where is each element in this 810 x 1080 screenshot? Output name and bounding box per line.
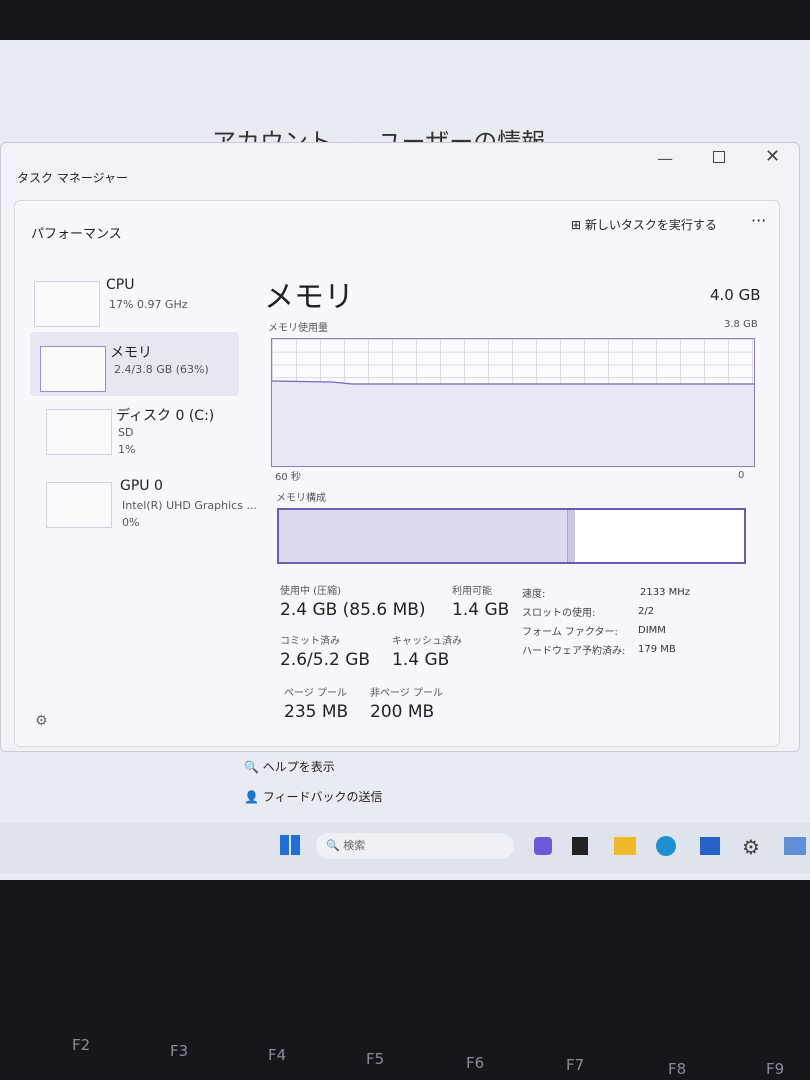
usage-graph-svg [272,380,754,466]
modified-segment [567,510,575,562]
feedback-label: フィードバックの送信 [262,790,383,804]
in-use-segment [279,510,567,562]
maximize-button[interactable] [713,151,725,163]
usage-area [272,381,754,466]
window-title: タスク マネージャー [17,171,128,185]
minimize-button[interactable]: — [657,149,673,168]
sidebar-label[interactable]: GPU 0 [120,478,163,494]
stat-value: 200 MB [370,702,435,722]
section-title: パフォーマンス [31,227,122,242]
stat-value: 1.4 GB [392,650,450,670]
taskbar: 🔍 検索 ⚙ [0,823,810,873]
start-button[interactable] [280,835,300,855]
run-task-button[interactable]: ⊞ 新しいタスクを実行する [571,218,717,232]
stat-value: 2.6/5.2 GB [280,650,371,670]
sidebar-label[interactable]: メモリ [110,345,152,361]
taskbar-app[interactable] [572,837,588,855]
keyboard-key: F9 [766,1060,785,1078]
help-link[interactable]: 🔍 ヘルプを表示 [244,760,335,774]
search-label: 検索 [343,839,366,852]
detail-label: フォーム ファクター: [522,627,618,638]
time-left: 60 秒 [275,472,301,483]
detail-label: 速度: [522,589,546,600]
performance-panel: パフォーマンス ⊞ 新しいタスクを実行する ··· ⚙ [14,200,780,747]
sidebar-detail: 2.4/3.8 GB (63%) [114,363,209,376]
detail-value: 179 MB [638,644,676,655]
sidebar-label[interactable]: ディスク 0 (C:) [116,408,215,424]
stat-label: キャッシュ済み [392,636,462,647]
sidebar-label[interactable]: CPU [106,277,135,293]
sidebar-thumbnail [46,409,112,455]
taskbar-app[interactable] [700,837,720,855]
detail-label: ハードウェア予約済み: [522,646,626,657]
stat-value: 2.4 GB (85.6 MB) [280,600,426,620]
taskbar-app[interactable] [614,837,636,855]
sidebar-thumbnail [34,281,100,327]
sidebar-detail: 17% 0.97 GHz [109,298,188,311]
usage-label: メモリ使用量 [268,323,328,334]
taskbar-app[interactable]: ⚙ [742,835,760,859]
stat-label: 利用可能 [452,586,492,597]
search-box[interactable]: 🔍 検索 [316,833,514,859]
keyboard-key: F4 [268,1046,287,1064]
time-right: 0 [738,470,745,481]
taskbar-app[interactable] [784,837,806,855]
stat-label: コミット済み [280,636,340,647]
memory-usage-graph [271,338,755,467]
close-button[interactable]: ✕ [765,146,781,167]
stat-label: 使用中 (圧縮) [280,586,341,597]
detail-value: DIMM [638,625,666,636]
memory-composition [277,508,746,564]
stat-value: 235 MB [284,702,349,722]
taskbar-app[interactable] [656,836,676,856]
keyboard-key: F6 [466,1054,485,1072]
keyboard-key: F5 [366,1050,385,1068]
sidebar-thumbnail [46,482,112,528]
keyboard-key: F2 [72,1036,91,1054]
main-title: メモリ [264,280,354,315]
stat-label: ページ プール [284,688,347,699]
stat-value: 1.4 GB [452,600,510,620]
more-button[interactable]: ··· [751,211,767,230]
detail-value: 2/2 [638,606,655,617]
sidebar-detail: 1% [118,443,136,456]
keyboard-key: F8 [668,1060,687,1078]
sidebar-detail: SD [118,426,134,439]
composition-label: メモリ構成 [276,493,326,504]
sidebar-detail: Intel(R) UHD Graphics ... [122,499,257,512]
sidebar-thumbnail [40,346,106,392]
keyboard-key: F3 [170,1042,189,1060]
stat-label: 非ページ プール [370,688,443,699]
feedback-link[interactable]: 👤 フィードバックの送信 [244,790,383,804]
taskbar-app[interactable] [534,837,552,855]
sidebar-detail: 0% [122,516,140,529]
usage-max: 3.8 GB [724,319,758,330]
detail-value: 2133 MHz [640,587,691,598]
detail-label: スロットの使用: [522,608,596,619]
help-label: ヘルプを表示 [262,760,335,774]
total-memory: 4.0 GB [710,286,761,304]
settings-button[interactable]: ⚙ [35,713,48,729]
usage-line [272,380,754,385]
keyboard-key: F7 [566,1056,585,1074]
run-task-label: 新しいタスクを実行する [584,218,717,232]
